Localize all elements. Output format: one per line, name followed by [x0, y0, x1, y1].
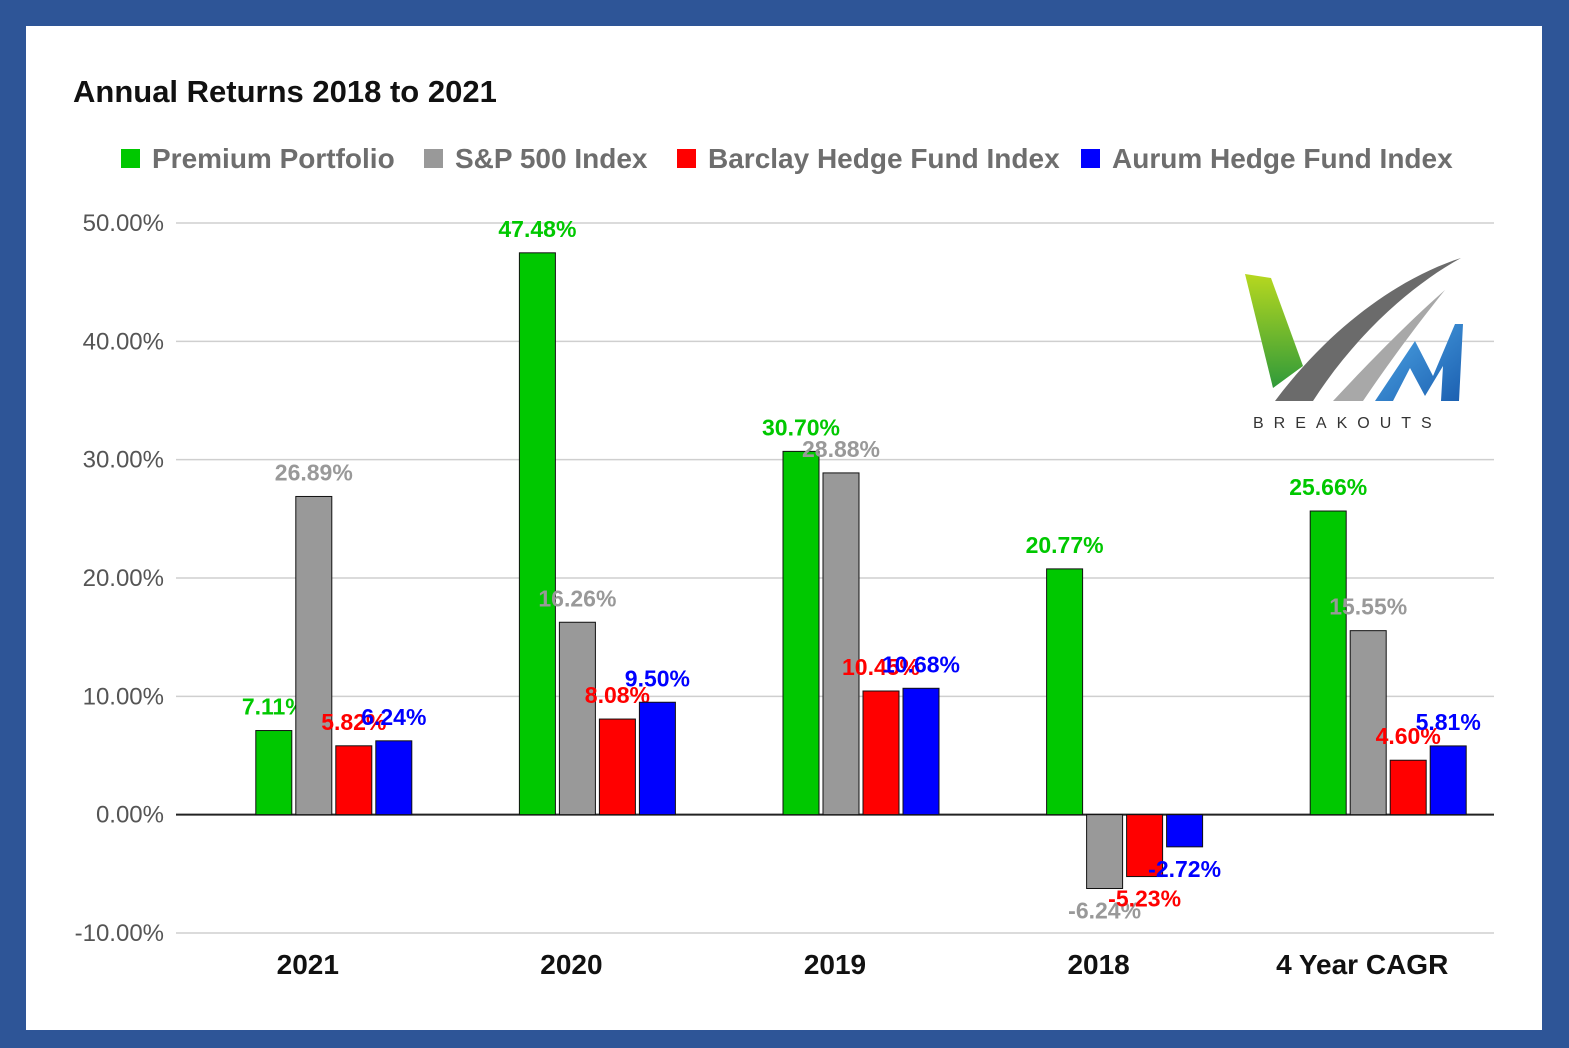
bar-2-3	[1126, 814, 1164, 878]
bar-3-1	[638, 701, 676, 816]
y-tick-label: 40.00%	[83, 328, 164, 355]
chart-title: Annual Returns 2018 to 2021	[73, 74, 497, 109]
x-axis: 2021 2020 2019 2018 4 Year CAGR	[277, 949, 1449, 980]
bar-3-2	[902, 687, 940, 816]
x-tick-label: 2021	[277, 949, 339, 980]
x-tick-label: 2020	[540, 949, 602, 980]
data-label-2-0: 5.82%	[321, 709, 386, 735]
bar-1-1	[558, 621, 596, 816]
logo-swoosh-light	[1333, 290, 1445, 401]
bar-1-3	[1086, 814, 1124, 890]
logo-v-mark	[1245, 274, 1303, 388]
vm-breakouts-logo: BREAKOUTS	[1245, 258, 1463, 432]
data-label-1-2: 28.88%	[802, 436, 880, 462]
data-label-3-3: -2.72%	[1148, 856, 1221, 882]
legend-swatch-0	[121, 149, 140, 168]
data-label-1-4: 15.55%	[1329, 594, 1407, 620]
data-label-0-3: 20.77%	[1026, 532, 1104, 558]
data-label-2-2: 10.45%	[842, 654, 920, 680]
bar-chart: Annual Returns 2018 to 2021 Premium Port…	[73, 74, 1494, 980]
legend-swatch-2	[677, 149, 696, 168]
bar-1-0	[295, 495, 333, 816]
y-tick-label: -10.00%	[75, 920, 164, 947]
y-axis: -10.00% 0.00% 10.00% 20.00% 30.00% 40.00% 50.0…	[75, 210, 164, 947]
bar-0-0	[255, 730, 293, 816]
logo-swoosh-dark	[1275, 258, 1461, 401]
data-label-3-4: 5.81%	[1416, 709, 1481, 735]
bar-3-0	[375, 740, 413, 816]
data-label-0-2: 30.70%	[762, 414, 840, 440]
legend-label-2: Barclay Hedge Fund Index	[708, 143, 1060, 174]
y-tick-label: 10.00%	[83, 683, 164, 710]
chart-panel: Annual Returns 2018 to 2021 Premium Port…	[26, 26, 1542, 1030]
y-tick-label: 50.00%	[83, 210, 164, 237]
y-tick-label: 20.00%	[83, 565, 164, 592]
data-label-1-1: 16.26%	[538, 585, 616, 611]
x-tick-label: 2018	[1067, 949, 1129, 980]
data-label-0-1: 47.48%	[498, 216, 576, 242]
bar-0-4	[1309, 510, 1347, 816]
legend-swatch-1	[424, 149, 443, 168]
bar-2-2	[862, 690, 900, 816]
legend-swatch-3	[1081, 149, 1100, 168]
data-label-1-3: -6.24%	[1068, 898, 1141, 924]
bar-0-1	[518, 252, 556, 816]
bar-0-3	[1046, 568, 1084, 816]
logo-m-mark	[1375, 324, 1463, 401]
data-label-3-1: 9.50%	[625, 665, 690, 691]
bar-0-2	[782, 450, 820, 816]
data-label-2-4: 4.60%	[1376, 723, 1441, 749]
data-label-2-3: -5.23%	[1108, 886, 1181, 912]
x-tick-label: 4 Year CAGR	[1276, 949, 1448, 980]
logo-text: BREAKOUTS	[1253, 415, 1442, 432]
legend-label-0: Premium Portfolio	[152, 143, 395, 174]
legend-label-1: S&P 500 Index	[455, 143, 648, 174]
data-label-3-2: 10.68%	[882, 651, 960, 677]
bar-2-1	[598, 718, 636, 816]
data-label-0-4: 25.66%	[1289, 474, 1367, 500]
y-tick-label: 30.00%	[83, 447, 164, 474]
data-label-0-0: 7.11%	[242, 694, 306, 720]
legend-label-3: Aurum Hedge Fund Index	[1112, 143, 1453, 174]
legend: Premium Portfolio S&P 500 Index Barclay …	[121, 143, 1453, 174]
data-label-3-0: 6.24%	[361, 704, 426, 730]
y-tick-label: 0.00%	[96, 802, 164, 829]
bar-1-4	[1349, 630, 1387, 816]
bars: 7.11%26.89%5.82%6.24%47.48%16.26%8.08%9.…	[242, 216, 1481, 924]
bar-3-3	[1166, 814, 1204, 848]
bar-1-2	[822, 472, 860, 816]
x-tick-label: 2019	[804, 949, 866, 980]
data-label-1-0: 26.89%	[275, 459, 353, 485]
bar-2-0	[335, 745, 373, 816]
bar-2-4	[1389, 759, 1427, 816]
bar-3-4	[1429, 745, 1467, 816]
